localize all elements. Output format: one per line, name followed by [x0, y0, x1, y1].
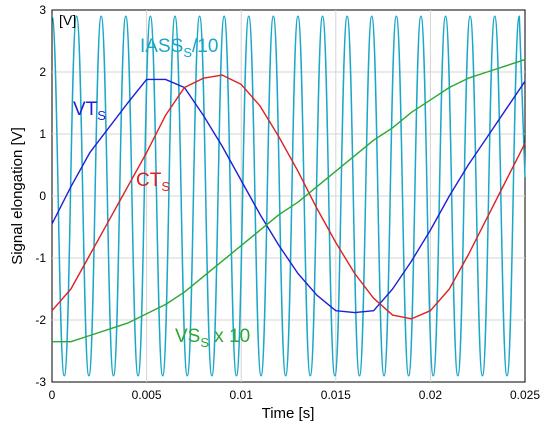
y-tick-label: -2 — [35, 313, 46, 327]
x-tick-label: 0.01 — [230, 388, 254, 402]
y-tick-label: -3 — [35, 375, 46, 389]
y-tick-label: 3 — [39, 3, 46, 17]
y-tick-label: 0 — [39, 189, 46, 203]
series-label-iass: IASSS/10 — [140, 36, 218, 60]
x-tick-label: 0.025 — [510, 388, 540, 402]
series-label-vs: VSS x 10 — [175, 326, 250, 350]
x-tick-label: 0.015 — [321, 388, 351, 402]
unit-label: [V] — [59, 12, 76, 28]
series-layer — [51, 15, 526, 377]
x-tick-label: 0.005 — [132, 388, 162, 402]
series-label-ct: CTS — [136, 170, 170, 194]
series-iass-line — [51, 15, 526, 377]
series-vt-line — [51, 78, 526, 314]
series-vs-line — [52, 58, 526, 343]
y-axis-label: Signal elongation [V] — [9, 127, 26, 265]
x-axis-label: Time [s] — [262, 405, 315, 422]
series-label-vt: VTS — [73, 99, 106, 123]
y-tick-label: 2 — [39, 65, 46, 79]
y-tick-label: 1 — [39, 127, 46, 141]
series-ct-line — [51, 74, 526, 320]
x-ticks: 0 0.005 0.01 0.015 0.02 0.025 — [49, 388, 541, 402]
y-ticks: -3 -2 -1 0 1 2 3 — [35, 3, 46, 389]
y-tick-label: -1 — [35, 251, 46, 265]
x-tick-label: 0 — [49, 388, 56, 402]
x-tick-label: 0.02 — [419, 388, 443, 402]
